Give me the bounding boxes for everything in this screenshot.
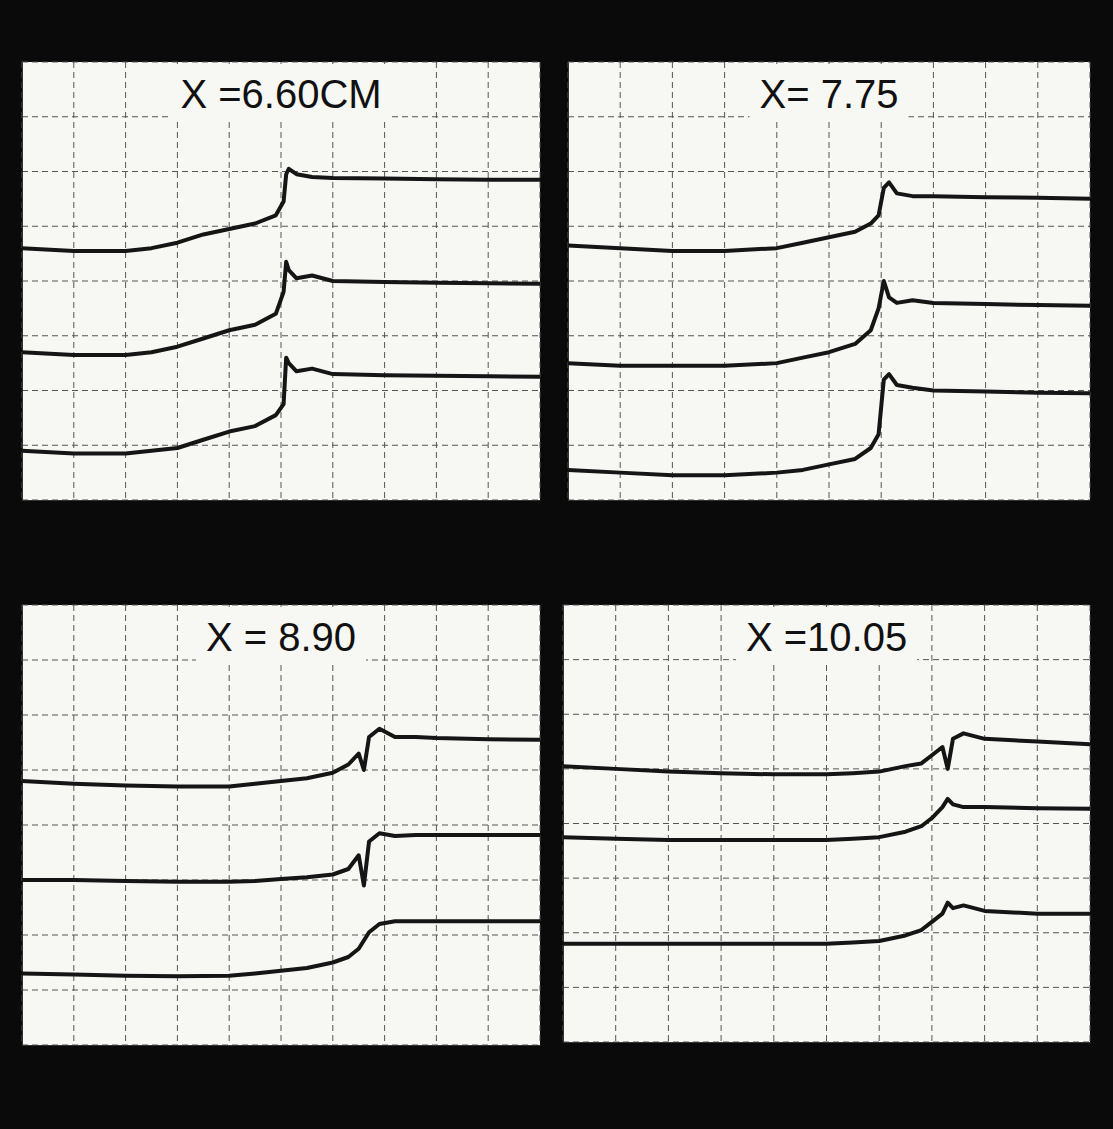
axis-line — [563, 606, 564, 1043]
axis-line — [22, 63, 23, 501]
grid-line — [22, 390, 540, 391]
axis-line — [23, 500, 541, 501]
grid-line — [568, 171, 1090, 172]
traces — [22, 729, 540, 977]
grid-line — [568, 445, 1090, 446]
plot-background — [22, 605, 540, 1045]
panel: X =6.60CM — [22, 62, 541, 501]
trace — [22, 169, 540, 251]
grid-line — [281, 605, 282, 1045]
panel-title: X =10.05 — [746, 615, 907, 659]
traces — [563, 733, 1090, 943]
panel: X = 8.90 — [22, 605, 541, 1046]
trace — [563, 799, 1090, 840]
title-group: X =10.05 — [736, 607, 917, 663]
axis-line — [22, 606, 23, 1046]
trace — [22, 262, 540, 355]
axis-line — [569, 500, 1091, 501]
grid-line — [563, 605, 1090, 606]
grid-line — [724, 62, 725, 500]
grid-line — [721, 605, 722, 1042]
grid-line — [563, 605, 564, 1042]
grid-line — [22, 605, 23, 1045]
grid-line — [22, 335, 540, 336]
grid-line — [568, 281, 1090, 282]
plot-background — [22, 62, 540, 500]
panel-title: X = 8.90 — [206, 615, 356, 659]
axis-line — [23, 1045, 541, 1046]
title-background — [196, 607, 366, 663]
y-axis — [22, 606, 24, 1046]
grid-line — [563, 714, 1090, 715]
trace — [563, 903, 1090, 944]
axis-line — [568, 63, 569, 501]
grid-line — [568, 62, 1090, 63]
trace — [568, 182, 1090, 250]
grid-line — [22, 770, 540, 771]
grid — [563, 605, 1090, 1042]
grid-line — [931, 605, 932, 1042]
y-axis — [568, 63, 570, 501]
title-background — [170, 64, 391, 120]
grid-line — [22, 935, 540, 936]
grid-line — [22, 825, 540, 826]
axis-line — [564, 1042, 1091, 1043]
trace — [568, 281, 1090, 366]
y-axis — [22, 63, 24, 501]
grid-line — [776, 62, 777, 500]
grid-line — [22, 62, 23, 500]
grid-line — [22, 62, 540, 63]
grid-line — [22, 445, 540, 446]
trace — [22, 833, 540, 885]
x-axis — [564, 1042, 1091, 1044]
x-axis — [23, 1045, 541, 1047]
grid-line — [568, 335, 1090, 336]
grid-line — [568, 226, 1090, 227]
grid — [22, 62, 540, 500]
x-axis — [23, 500, 541, 502]
y-axis — [563, 606, 565, 1043]
panel-title: X= 7.75 — [759, 72, 898, 116]
grid-line — [563, 1042, 1090, 1043]
panel-title: X =6.60CM — [180, 72, 381, 116]
title-group: X= 7.75 — [749, 64, 908, 120]
title-background — [736, 607, 917, 663]
grid-line — [22, 1045, 540, 1046]
grid-line — [22, 500, 540, 501]
figure: X =6.60CM X= 7.75 X = 8.90 X =10.05 — [0, 0, 1113, 1129]
grid-line — [22, 171, 540, 172]
grid-line — [22, 605, 540, 606]
grid-line — [22, 990, 540, 991]
grid-line — [568, 500, 1090, 501]
plot-background — [563, 605, 1090, 1042]
grid-line — [229, 62, 230, 500]
trace — [568, 374, 1090, 475]
grid-line — [563, 823, 1090, 824]
grid — [568, 62, 1090, 500]
grid-line — [568, 62, 569, 500]
title-background — [749, 64, 908, 120]
title-group: X = 8.90 — [196, 607, 366, 663]
grid-line — [281, 62, 282, 500]
grid-line — [985, 62, 986, 500]
trace — [22, 921, 540, 976]
plot-background — [568, 62, 1090, 500]
traces — [568, 182, 1090, 475]
grid-line — [563, 932, 1090, 933]
grid-line — [22, 226, 540, 227]
trace — [563, 733, 1090, 774]
panel: X= 7.75 — [568, 62, 1091, 501]
grid-line — [563, 987, 1090, 988]
grid — [22, 605, 540, 1045]
grid-line — [22, 715, 540, 716]
trace — [22, 729, 540, 787]
title-group: X =6.60CM — [170, 64, 391, 120]
grid-line — [563, 878, 1090, 879]
panel: X =10.05 — [563, 605, 1091, 1043]
x-axis — [569, 500, 1091, 502]
trace — [22, 358, 540, 454]
grid-line — [229, 605, 230, 1045]
traces — [22, 169, 540, 454]
background — [0, 0, 1113, 1129]
